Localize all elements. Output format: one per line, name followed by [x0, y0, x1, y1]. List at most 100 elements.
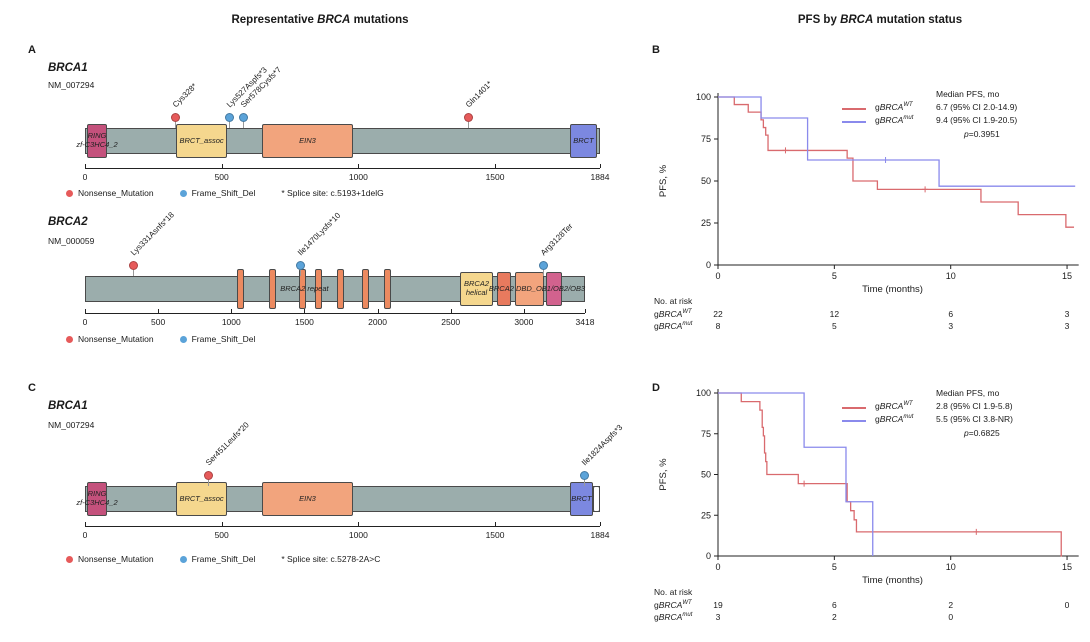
- right-figure-title: PFS by BRCA mutation status: [650, 14, 1090, 26]
- protein-domain: BRCA2 helical: [459, 272, 494, 306]
- mutation-label: Ser451Leufs*20: [204, 420, 252, 468]
- km-panel-d: 0 25 50 75 100 0 5 10 15 PFS, % Time (months) Media…: [650, 381, 1090, 642]
- right-title-post: mutation status: [873, 14, 963, 26]
- legend-label: Frame_Shift_Del: [191, 334, 256, 344]
- x-tick-label: 15: [1062, 562, 1072, 572]
- km-curve-mut: [718, 96, 1076, 187]
- risk-count: 19: [713, 600, 723, 610]
- x-axis-label: Time (months): [862, 575, 923, 586]
- axis-tick-label: 500: [151, 317, 166, 327]
- lollipop-stem: [542, 266, 544, 276]
- axis-tick: [495, 164, 497, 168]
- axis-tick: [85, 164, 86, 168]
- risk-table-header: No. at risk: [654, 587, 693, 597]
- splice-site-note: * Splice site: c.5278-2A>C: [281, 554, 381, 564]
- frameshift-mutation-dot: [538, 261, 548, 270]
- lollipop-panel-brca1-c: BRCA1 NM_007294 RING zf-C3HC4_2 BRCT_assoc EI…: [0, 394, 645, 574]
- right-title-gene: BRCA: [840, 14, 874, 26]
- km-legend-header: Median PFS, mo: [936, 388, 1000, 398]
- frameshift-mutation-dot: [579, 471, 589, 480]
- axis-tick-label: 1500: [485, 172, 505, 182]
- x-tick-label: 5: [832, 271, 837, 281]
- axis-tick: [495, 522, 497, 526]
- axis-tick-label: 2500: [441, 317, 461, 327]
- lollipop-stem: [583, 476, 585, 486]
- domain-label: BRCT_assoc: [179, 135, 224, 145]
- axis-tick-label: 0: [82, 530, 88, 540]
- risk-table: No. at risk gBRCAWT 22 12 6 3 gBRCAmut 8 5 3 3: [650, 296, 1090, 336]
- x-tick-label: 10: [946, 271, 956, 281]
- axis-tick-label: 1000: [348, 172, 368, 182]
- nonsense-legend-dot: [66, 555, 73, 563]
- protein-domain: EIN3: [262, 124, 353, 158]
- axis-tick: [600, 164, 601, 168]
- gene-name: BRCA1: [48, 400, 88, 412]
- protein-domain: RING zf-C3HC4_2: [76, 482, 118, 516]
- x-tick-label: 0: [715, 271, 720, 281]
- protein-domain: [299, 269, 306, 309]
- legend-median-stat: 9.4 (95% CI 1.9-20.5): [936, 115, 1018, 126]
- frameshift-legend-dot: [179, 335, 187, 343]
- protein-axis: [85, 526, 600, 527]
- km-legend-header: Median PFS, mo: [936, 89, 1000, 99]
- risk-count: 0: [948, 612, 954, 622]
- risk-count: 3: [715, 612, 721, 622]
- km-legend: Median PFS, mo gBRCAWT 6.7 (95% CI 2.0-14.…: [842, 88, 1017, 141]
- km-curve-mut: [718, 392, 874, 556]
- protein-domain: BRCT: [569, 124, 597, 158]
- risk-count: 5: [831, 321, 837, 331]
- censor-mark-wt: [801, 480, 808, 487]
- axis-tick: [600, 522, 601, 526]
- protein-domain: [496, 272, 511, 306]
- domain-span-label: BRCA2 repeat: [280, 284, 329, 293]
- legend-line-swatch: [842, 413, 870, 426]
- frameshift-legend-dot: [179, 555, 187, 563]
- censor-mark-wt: [973, 528, 980, 535]
- protein-domain: [237, 269, 244, 309]
- gene-name: BRCA1: [48, 62, 88, 74]
- protein-domain: EIN3: [262, 482, 353, 516]
- y-tick-label: 25: [701, 218, 711, 228]
- risk-count: 6: [948, 309, 954, 319]
- protein-domain: [315, 269, 322, 309]
- axis-tick: [450, 309, 452, 313]
- axis-tick: [85, 309, 86, 313]
- km-plot: 0 25 50 75 100 0 5 10 15 PFS, % Time (months): [658, 92, 1079, 295]
- legend-line-swatch: [842, 114, 870, 127]
- protein-domain: [384, 269, 391, 309]
- axis-tick-label: 1884: [590, 530, 610, 540]
- risk-count: 12: [829, 309, 840, 319]
- frameshift-mutation-dot: [296, 261, 306, 270]
- axis-tick-label: 500: [214, 172, 229, 182]
- domain-label: EIN3: [299, 493, 316, 503]
- legend-item: Nonsense_Mutation: [66, 188, 154, 198]
- axis-tick-label: 0: [82, 317, 88, 327]
- nonsense-mutation-dot: [170, 113, 180, 122]
- axis-tick: [358, 164, 360, 168]
- transcript-id: NM_007294: [48, 420, 95, 430]
- right-title-pre: PFS by: [797, 14, 841, 26]
- risk-count: 2: [948, 600, 954, 610]
- axis-tick: [221, 164, 223, 168]
- protein-domain: [269, 269, 276, 309]
- lollipop-panel-brca2: BRCA2 NM_000059 BRCA2 helical BRCA2 repeat BR…: [0, 210, 645, 355]
- x-tick-label: 0: [715, 562, 720, 572]
- risk-table-header: No. at risk: [654, 296, 693, 306]
- panel-letter-a: A: [28, 44, 36, 56]
- lollipop-panel-brca1-a: BRCA1 NM_007294 RING zf-C3HC4_2 BRCT_assoc EI…: [0, 56, 645, 206]
- axis-tick: [358, 522, 360, 526]
- protein-domain: BRCT: [569, 482, 593, 516]
- p-value: p=0.6825: [964, 427, 1000, 438]
- legend-item: Frame_Shift_Del: [179, 334, 256, 344]
- mutation-label: Arg3128Ter: [538, 221, 575, 258]
- axis-tick: [221, 522, 223, 526]
- y-tick-label: 75: [701, 134, 711, 144]
- nonsense-legend-dot: [66, 189, 73, 197]
- mutation-label: Ile1824Aspfs*3: [579, 422, 624, 468]
- axis-tick: [231, 309, 233, 313]
- lollipop-stem: [229, 118, 231, 128]
- censor-mark-wt: [782, 147, 789, 154]
- y-tick-label: 0: [706, 551, 711, 561]
- axis-tick: [158, 309, 160, 313]
